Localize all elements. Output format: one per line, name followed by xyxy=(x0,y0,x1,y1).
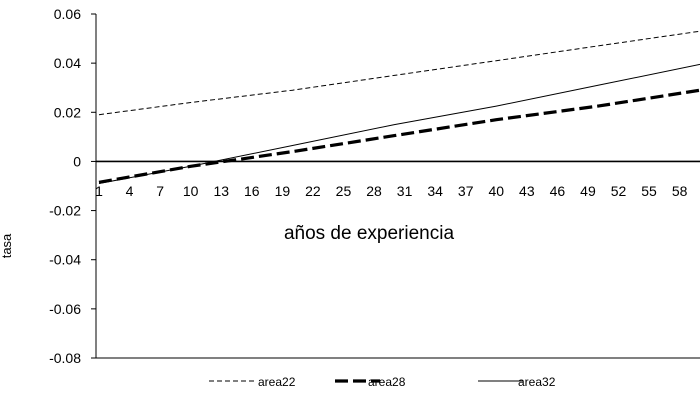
x-tick-label: 1 xyxy=(95,183,103,199)
y-tick-label: -0.04 xyxy=(49,252,81,268)
legend-label-area32: area32 xyxy=(518,375,556,389)
y-tick-label: -0.08 xyxy=(49,350,81,366)
y-tick-label: 0.04 xyxy=(54,55,81,71)
x-tick-label: 16 xyxy=(244,183,260,199)
x-tick-label: 34 xyxy=(427,183,443,199)
y-tick-label: 0.06 xyxy=(54,6,81,22)
y-axis-ticks: -0.08 -0.06 -0.04 -0.02 0 0.02 0.04 0.06 xyxy=(49,6,96,366)
x-axis-ticks: 1 4 7 10 13 16 19 22 25 28 31 34 37 40 43 46 49 52 55 58 xyxy=(95,183,688,199)
x-tick-label: 43 xyxy=(519,183,535,199)
x-tick-label: 37 xyxy=(458,183,474,199)
series-line-area32 xyxy=(98,63,700,184)
y-tick-label: -0.06 xyxy=(49,301,81,317)
series-lines xyxy=(98,30,700,184)
series-line-area22 xyxy=(98,30,700,116)
y-tick-label: -0.02 xyxy=(49,203,81,219)
x-tick-label: 49 xyxy=(580,183,596,199)
x-tick-label: 7 xyxy=(156,183,164,199)
x-tick-label: 52 xyxy=(611,183,627,199)
x-tick-label: 46 xyxy=(550,183,566,199)
y-axis-label: tasa xyxy=(0,233,14,258)
x-tick-label: 4 xyxy=(126,183,134,199)
x-axis-label: años de experiencia xyxy=(284,223,454,244)
x-tick-label: 10 xyxy=(183,183,199,199)
legend: area22 area28 area32 xyxy=(209,375,556,389)
x-tick-label: 58 xyxy=(672,183,688,199)
y-tick-label: 0 xyxy=(73,153,81,169)
x-tick-label: 31 xyxy=(397,183,413,199)
x-tick-label: 19 xyxy=(275,183,291,199)
x-tick-label: 40 xyxy=(488,183,504,199)
x-tick-label: 25 xyxy=(336,183,352,199)
x-tick-label: 28 xyxy=(366,183,382,199)
legend-label-area28: area28 xyxy=(368,375,406,389)
x-tick-label: 22 xyxy=(305,183,321,199)
x-tick-label: 55 xyxy=(641,183,657,199)
y-tick-label: 0.02 xyxy=(54,104,81,120)
x-tick-label: 13 xyxy=(213,183,229,199)
legend-label-area22: area22 xyxy=(258,375,296,389)
